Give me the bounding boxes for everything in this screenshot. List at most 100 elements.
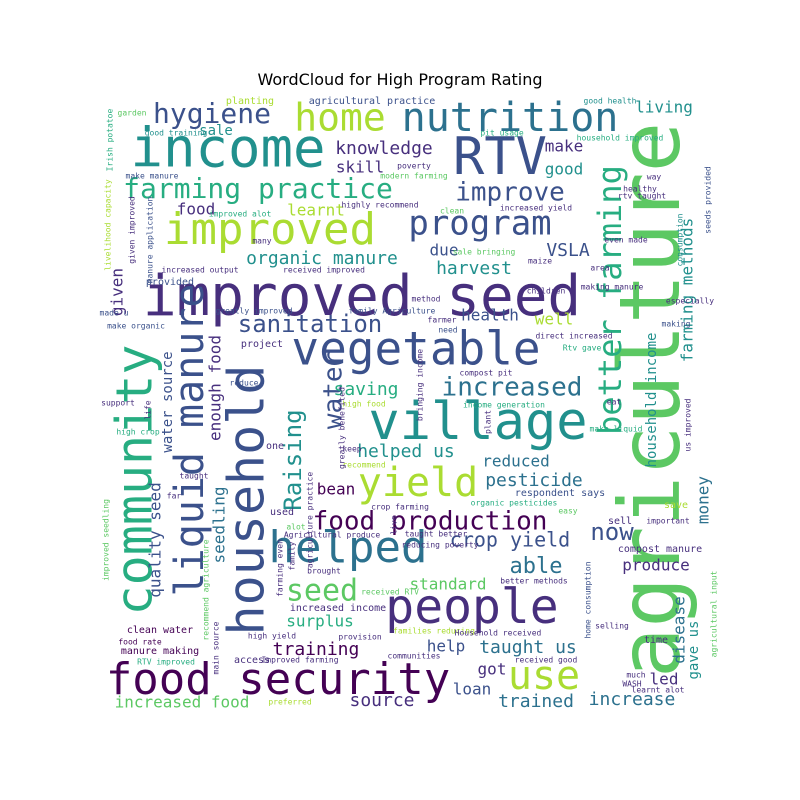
word-agriculture-practice: agriculture practice [306,472,315,569]
word-vsla: VSLA [546,240,590,261]
word-rtv-gave: Rtv gave [563,344,602,353]
word-increase: increase [589,689,676,710]
word-manure-making: manure making [121,646,199,657]
word-make-liquid: make liquid [590,425,643,434]
word-liquid-manure: liquid manure [167,283,213,596]
word-got: got [478,660,507,679]
word-easy: easy [558,507,577,516]
word-rtv-improved: RTV improved [137,658,195,667]
word-bean: bean [317,480,356,499]
word-much: much [626,671,645,680]
word-maize: maize [528,257,552,266]
word-method: method [412,295,441,304]
word-time: time [644,635,668,646]
word-way: way [647,173,662,182]
word-greatly-improved: greatly improved [215,307,292,316]
word-organic-pesticides: organic pesticides [471,499,558,508]
word-pit-usage: pit usage [480,129,524,138]
word-make-manure: make manure [126,172,179,181]
word-nutrition: nutrition [402,95,619,141]
word-compost-manure: compost manure [618,544,702,555]
word-poverty: poverty [397,162,431,171]
word-household-received: Household received [455,629,542,638]
word-even-made: even made [604,236,648,245]
word-one: one [266,441,284,452]
word-plant: plant [484,410,493,434]
word-increased-yield: increased yield [500,204,572,213]
word-making-manure: making manure [581,283,644,292]
word-good-training: good training [145,129,208,138]
word-agricultural-input: agricultural input [710,570,719,657]
word-bringing-income: bringing income [416,349,425,421]
word-received-good: received good [515,656,578,665]
word-people: people [385,579,558,635]
word-home-consumption: home consumption [584,561,593,638]
word-reduced: reduced [482,452,549,471]
word-improved-farming: Improved farming [261,656,338,665]
word-families-reducing: families reducing [393,627,475,636]
word-training: training [273,639,360,660]
word-crop-farming: crop farming [371,503,429,512]
word-seedling: seedling [210,486,229,563]
word-respondent-says: respondent says [515,488,605,499]
word-given: given [108,268,127,316]
word-skill: skill [336,158,384,177]
word-used: used [270,507,294,518]
word-helped-us: helped us [357,441,455,462]
word-due: due [430,241,459,260]
word-modern-farming: modern farming [380,172,448,181]
word-saving: saving [333,379,398,400]
word-compost-pit: compost pit [460,369,513,378]
word-home: home [294,96,386,140]
word-income-generation: income generation [463,401,545,410]
word-area: area [590,264,609,273]
word-improved-alot: improved alot [209,210,272,219]
word-direct-increased: direct increased [535,332,612,341]
word-pesticide: pesticide [485,470,583,491]
word-good: good [545,160,584,179]
word-food: food [177,200,216,219]
word-farming-methods: farming methods [678,218,697,363]
word-eat: eat [607,398,622,407]
word-pig: pig [643,199,658,208]
word-taught-us: taught us [479,637,577,658]
word-improved-seedling: improved seedling [102,499,111,581]
word-money: money [694,476,713,525]
word-making: making [662,320,691,329]
word-hygiene: hygiene [153,97,271,130]
word-help: help [427,637,466,656]
word-well: well [535,310,574,329]
word-brought: brought [307,567,341,576]
word-disease: disease [670,596,689,663]
word-live: live [390,515,399,534]
word-high-food: high food [342,400,386,409]
word-raising: Raising [279,409,307,510]
word-especially: especially [666,297,714,306]
word-household-income: household income [644,333,660,468]
word-preferred: preferred [268,698,312,707]
word-rtv: RTV [453,127,547,187]
word-water-source: water source [160,351,176,452]
word-water: water [319,351,349,429]
word-provided: provided [146,277,194,288]
word-village: village [368,392,587,452]
word-alot: alot [286,523,305,532]
word-use: use [508,653,580,699]
word-reducing-poverty: reducing poverty [401,541,478,550]
word-keep: keep [342,445,361,454]
word-main-source: main source [212,621,221,674]
word-sale-bringing: sale bringing [453,248,516,257]
word-increased-food: increased food [115,693,250,712]
word-living: living [635,98,693,117]
word-community: community [106,345,164,616]
word-yield: yield [358,460,478,506]
word-household-improved: household improved [577,134,664,143]
word-made-u: made u [100,309,129,318]
word-irish-potatoe: Irish potatoe [106,109,115,172]
word-increased-output: increased output [161,266,238,275]
word-need: need [438,326,457,335]
word-farmer: farmer [428,316,457,325]
word-food-production: food production [313,507,548,537]
word-seeds-provided: seeds provided [704,166,713,234]
word-farming-practice: farming practice [123,172,393,205]
